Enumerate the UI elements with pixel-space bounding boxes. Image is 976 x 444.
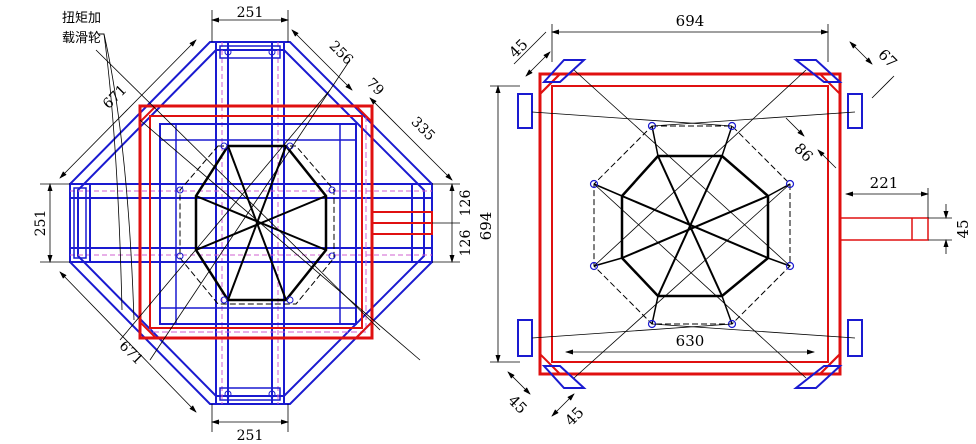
dim-label-diag-ur-a: 256 <box>326 38 356 68</box>
dim-label-r-corner-bl-a: 45 <box>504 391 530 417</box>
dim-label-top: 251 <box>237 5 264 21</box>
right-dim-arm: 221 45 <box>845 174 972 254</box>
right-dim-corner-tr: 67 <box>849 41 901 99</box>
left-view: 扭矩加 载滑轮 251 251 251 671 <box>33 5 474 444</box>
right-dim-inner-bottom: 630 <box>565 332 815 355</box>
left-vertical-beam <box>215 41 285 405</box>
left-dim-left: 251 <box>33 183 70 263</box>
dim-label-r-corner-tr: 67 <box>874 45 900 71</box>
dim-label-r-arm: 221 <box>870 174 899 192</box>
dim-label-r-arm-width: 45 <box>954 219 972 238</box>
right-dim-corner-tl: 45 <box>505 31 551 77</box>
right-corner-pulleys <box>517 59 863 389</box>
right-view: 694 694 630 221 45 45 <box>477 12 972 430</box>
dim-label-r-left: 694 <box>477 212 495 241</box>
dim-label-right-lower: 126 <box>458 230 474 257</box>
dim-label-left: 251 <box>33 210 49 237</box>
dim-label-diag-ll: 671 <box>116 338 146 368</box>
dim-label-r-corner-bl-b: 45 <box>561 403 587 429</box>
dim-label-bottom: 251 <box>237 428 264 444</box>
left-torque-octagon <box>176 142 336 305</box>
right-arm <box>839 217 929 241</box>
note-line-2: 载滑轮 <box>62 31 101 46</box>
dim-label-r-diag-inner: 86 <box>790 139 816 165</box>
left-dim-diag-upper-right: 256 79 <box>291 29 387 99</box>
left-dim-bottom: 251 <box>211 404 289 444</box>
dim-label-r-corner-tl: 45 <box>505 35 531 61</box>
left-dim-top: 251 <box>211 5 289 42</box>
right-cables <box>531 69 856 379</box>
dim-label-right-upper: 126 <box>458 190 474 217</box>
left-dim-right: 126 126 <box>432 183 474 263</box>
right-torque-octagon <box>589 121 795 329</box>
dim-label-r-inner: 630 <box>676 332 705 350</box>
right-dim-top: 694 <box>551 12 829 62</box>
note-line-1: 扭矩加 <box>62 11 101 26</box>
left-dim-diag-right: 335 <box>369 97 453 181</box>
right-dim-left: 694 <box>477 85 520 363</box>
left-red-frame <box>138 104 433 340</box>
dim-label-diag-ur-b: 79 <box>363 75 387 99</box>
dim-label-diag-ul: 671 <box>100 82 130 112</box>
dim-label-r-top: 694 <box>676 12 705 30</box>
